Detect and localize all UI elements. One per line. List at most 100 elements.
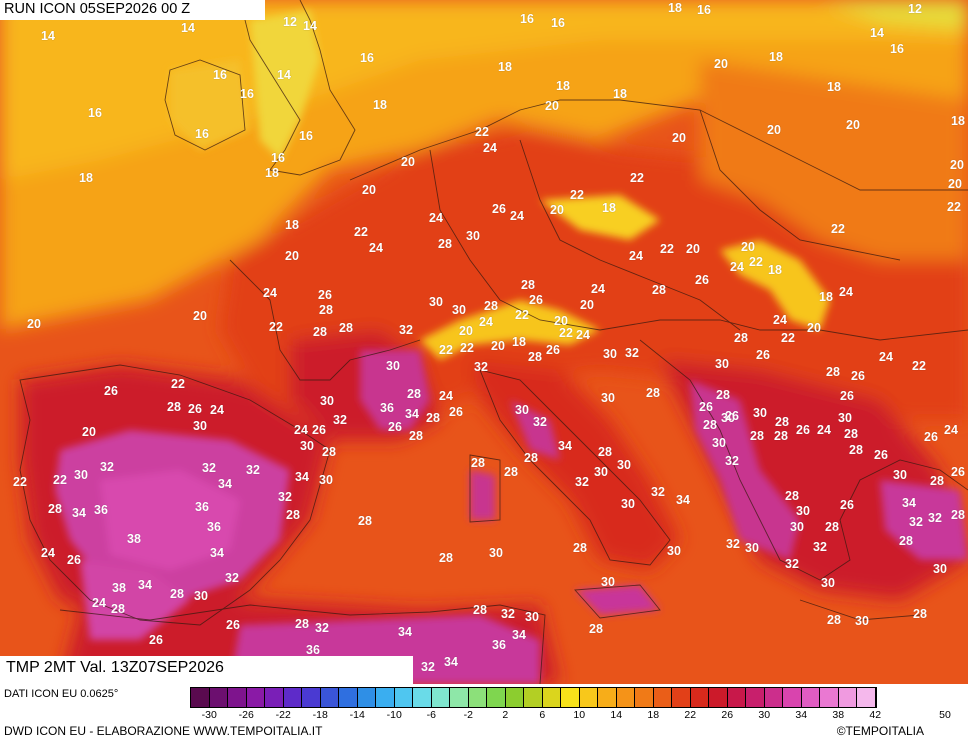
temperature-label: 30 [838,411,852,425]
temperature-label: 20 [27,317,41,331]
temperature-label: 20 [846,118,860,132]
temperature-label: 26 [951,465,965,479]
temperature-label: 30 [712,436,726,450]
temperature-label: 18 [602,201,616,215]
color-scale-tick: -14 [349,709,365,721]
color-scale-tick: -6 [426,709,436,721]
temperature-label: 24 [483,141,497,155]
color-scale-tick: -18 [312,709,328,721]
temperature-label: 26 [796,423,810,437]
temperature-label: 36 [306,643,320,657]
temperature-label: 30 [452,303,466,317]
temperature-label: 26 [725,409,739,423]
temperature-label: 28 [775,415,789,429]
color-scale-tick: 22 [684,709,697,721]
temperature-label: 28 [826,365,840,379]
temperature-label: 34 [295,470,309,484]
color-scale-cell [746,688,765,707]
temperature-label: 30 [429,295,443,309]
run-info-box: RUN ICON 05SEP2026 00 Z [0,0,265,20]
borders [19,0,968,684]
temperature-label: 28 [322,445,336,459]
temperature-label: 36 [207,520,221,534]
temperature-label: 18 [768,263,782,277]
temperature-label: 36 [492,638,506,652]
temperature-label: 28 [734,331,748,345]
temperature-label: 32 [278,490,292,504]
temperature-label: 28 [750,429,764,443]
temperature-label: 22 [947,200,961,214]
data-source-text: DATI ICON EU 0.0625° [4,688,119,700]
temperature-label: 26 [492,202,506,216]
temperature-label: 30 [790,520,804,534]
temperature-label: 28 [930,474,944,488]
temperature-label: 28 [524,451,538,465]
temperature-label: 28 [286,508,300,522]
temperature-label: 24 [730,260,744,274]
temperature-label: 24 [263,286,277,300]
temperature-label: 26 [699,400,713,414]
temperature-label: 30 [74,468,88,482]
italy-hot [510,400,560,460]
temperature-label: 26 [67,553,81,567]
temperature-label: 34 [72,506,86,520]
temperature-label: 30 [721,411,735,425]
temperature-label: 22 [630,171,644,185]
east-orange [700,60,968,260]
temperature-label: 26 [104,384,118,398]
temperature-label: 28 [426,411,440,425]
temperature-label: 24 [439,389,453,403]
temperature-label: 20 [491,339,505,353]
temperature-label: 18 [769,50,783,64]
temperature-label: 28 [703,418,717,432]
temperature-label: 32 [100,460,114,474]
temperature-label: 28 [167,400,181,414]
temperature-label: 20 [401,155,415,169]
color-scale-cell [579,688,598,707]
temperature-label: 36 [94,503,108,517]
temperature-label: 26 [226,618,240,632]
temperature-label: 30 [745,541,759,555]
temperature-label: 32 [813,540,827,554]
temperature-label: 20 [550,203,564,217]
temperature-label: 22 [13,475,27,489]
temperature-label: 30 [300,439,314,453]
temperature-label: 16 [890,42,904,56]
temperature-label: 32 [785,557,799,571]
color-scale-tick: 10 [573,709,586,721]
temperature-label: 28 [849,443,863,457]
color-scale-cell [690,688,709,707]
temperature-label: 38 [127,532,141,546]
temperature-label: 30 [319,473,333,487]
temperature-label: 22 [831,222,845,236]
temperature-label: 32 [315,621,329,635]
temperature-label: 16 [240,87,254,101]
temperature-label: 32 [421,660,435,674]
temperature-label: 28 [598,445,612,459]
ireland-yellow [170,60,250,150]
temperature-label: 28 [473,603,487,617]
color-scale-tick: 2 [502,709,509,721]
temperature-label: 30 [753,406,767,420]
color-scale-cell [283,688,302,707]
temperature-label: 36 [380,401,394,415]
temperature-label: 20 [362,183,376,197]
temperature-label: 28 [48,502,62,516]
south-spain-hot [80,560,190,640]
color-scale-cell [246,688,265,707]
color-scale-cell [820,688,839,707]
temperature-label: 20 [193,309,207,323]
temperature-label: 28 [825,520,839,534]
temperature-label: 34 [138,578,152,592]
color-scale-cell [394,688,413,707]
temperature-label: 24 [591,282,605,296]
temperature-label: 26 [312,423,326,437]
temperature-label: 30 [194,589,208,603]
temperature-label: 32 [726,537,740,551]
color-scale [190,687,877,708]
temperature-label: 20 [459,324,473,338]
color-scale-cell [209,688,228,707]
color-scale-tick: -22 [275,709,291,721]
temperature-label: 32 [474,360,488,374]
color-scale-tick: 34 [795,709,808,721]
